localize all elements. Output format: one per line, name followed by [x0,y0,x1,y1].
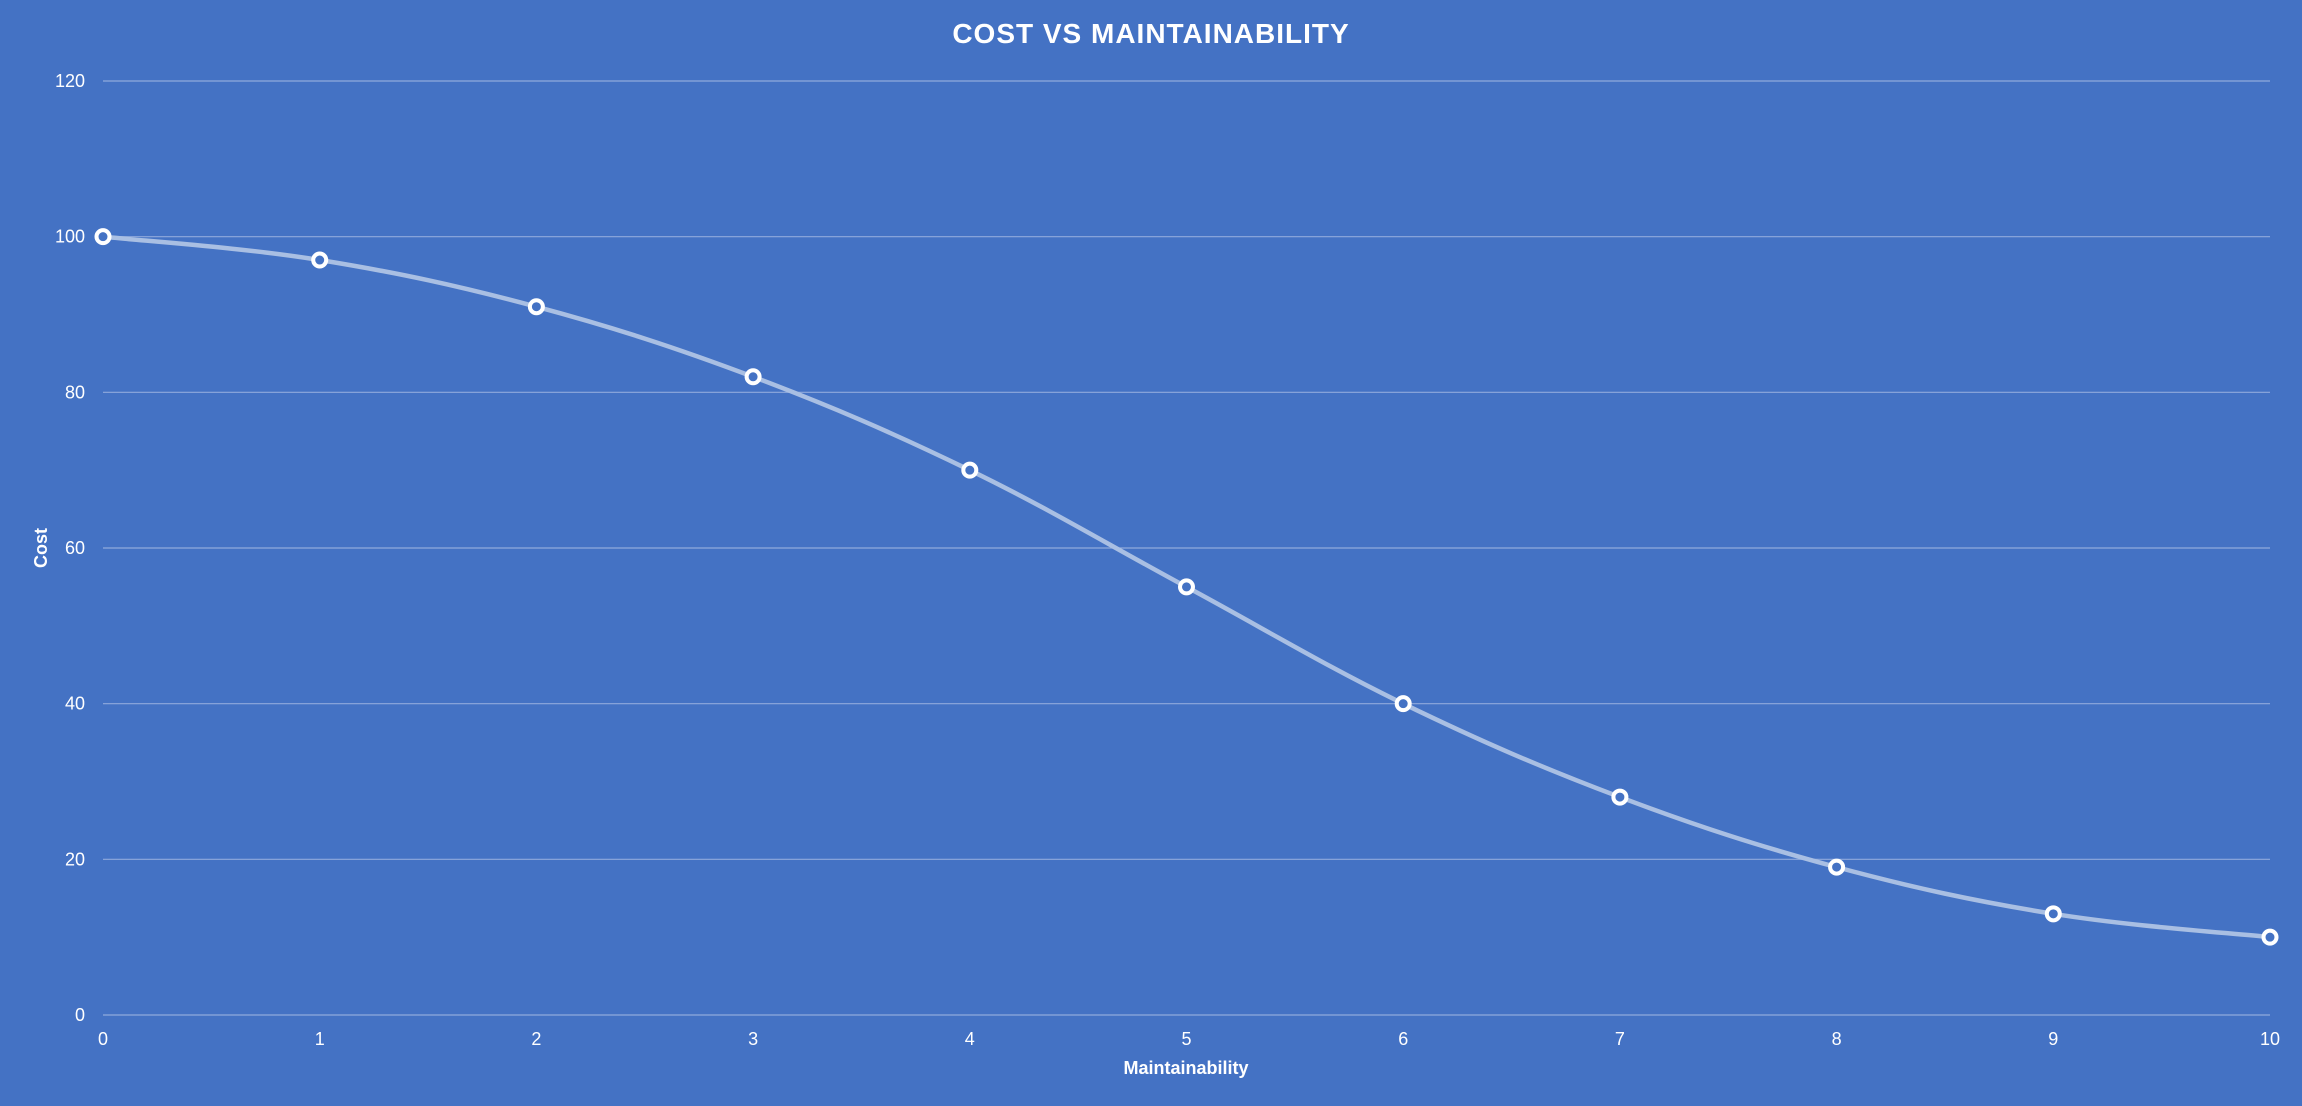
chart-title: COST VS MAINTAINABILITY [952,18,1350,49]
y-tick-label: 0 [75,1005,85,1025]
x-tick-label: 5 [1181,1029,1191,1049]
data-point-10 [2261,928,2279,946]
data-point-0 [94,228,112,246]
x-tick-label: 3 [748,1029,758,1049]
x-tick-label: 10 [2260,1029,2280,1049]
gridlines [103,80,2270,1016]
y-tick-label: 40 [65,694,85,714]
data-point-4 [961,461,979,479]
x-axis-tick-labels: 0 1 2 3 4 5 6 7 8 9 10 [98,1029,2280,1049]
x-axis-title: Maintainability [1123,1058,1248,1078]
data-point-7 [1611,788,1629,806]
data-point-2 [527,298,545,316]
x-tick-label: 6 [1398,1029,1408,1049]
data-point-9 [2044,905,2062,923]
data-point-1 [311,251,329,269]
data-point-3 [744,368,762,386]
y-tick-label: 80 [65,382,85,402]
y-tick-label: 60 [65,538,85,558]
y-tick-label: 120 [55,71,85,91]
x-tick-label: 0 [98,1029,108,1049]
y-axis-title: Cost [31,528,51,568]
data-point-6 [1394,695,1412,713]
x-tick-label: 9 [2048,1029,2058,1049]
x-tick-label: 7 [1615,1029,1625,1049]
x-tick-label: 1 [315,1029,325,1049]
data-point-8 [1828,858,1846,876]
marker-layer [94,228,2279,946]
x-tick-label: 8 [1832,1029,1842,1049]
y-tick-label: 20 [65,849,85,869]
y-axis-tick-labels: 0 20 40 60 80 100 120 [55,71,85,1025]
x-tick-label: 4 [965,1029,975,1049]
y-tick-label: 100 [55,227,85,247]
x-tick-label: 2 [531,1029,541,1049]
data-point-5 [1178,578,1195,596]
